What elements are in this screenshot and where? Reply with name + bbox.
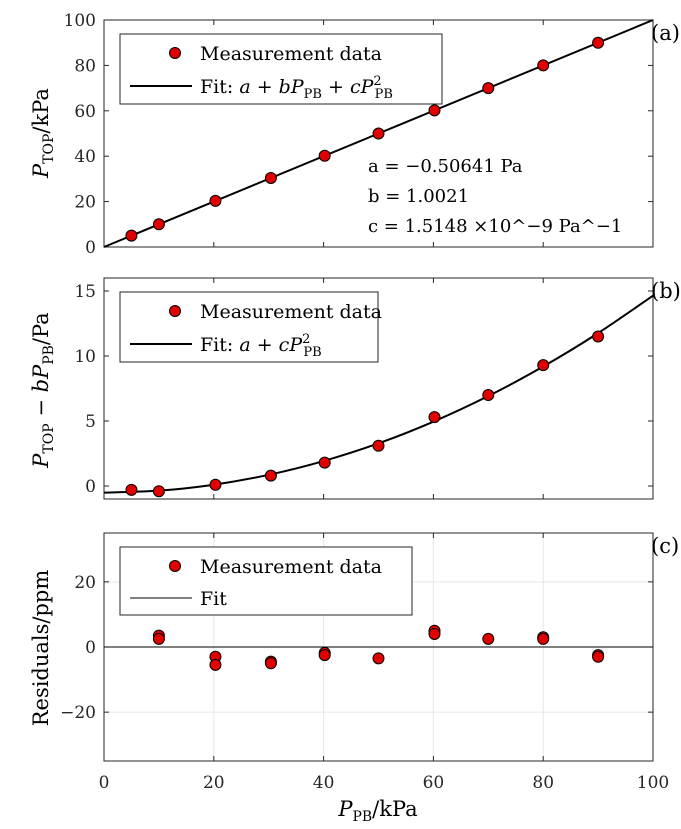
y-tick-label: 0 [85,477,96,497]
y-tick-label: 15 [74,282,96,302]
panel-label-a: (a) [651,21,680,45]
data-point [125,229,138,242]
legend-c: Measurement data Fit [119,546,413,616]
legend-b: Measurement data Fit: a + cP2 PB [119,291,382,363]
y-tick-label: 10 [74,347,96,367]
data-point [318,456,331,469]
data-point [482,82,495,95]
annotation-a: a = −0.50641 Pa [368,156,523,177]
data-point [125,483,138,496]
x-tick-label: 40 [313,773,335,793]
data-point [537,59,550,72]
data-point [209,194,222,207]
legend-entry-a-1: Measurement data [200,43,382,65]
data-point [152,218,165,231]
panel-c: 0 20 40 60 80 100 −20 0 20 [60,532,669,793]
y-tick-label: 80 [74,56,96,76]
x-tick-label: 0 [99,773,110,793]
panel-label-c: (c) [651,534,679,558]
panel-b: 0 5 10 15 [74,277,654,500]
x-tick-label: 20 [203,773,225,793]
data-point [428,627,441,640]
data-point [318,649,331,662]
data-point [428,411,441,424]
legend-marker-a [169,47,181,59]
data-point [482,389,495,401]
data-point [372,127,385,140]
data-point [482,632,495,645]
y-tick-label: 60 [74,102,96,122]
x-axis-label: PPB/kPa [337,797,417,825]
data-point [537,359,550,372]
plot-frame [103,19,654,248]
plot-frame [103,277,654,500]
legend-a: Measurement data Fit: a + bPPB + cP2 PB [119,33,443,105]
y-tick-label: 40 [74,147,96,167]
legend-entry-b-1: Measurement data [200,301,382,323]
legend-entry-b-2: Fit: a + cP2 PB [200,332,322,360]
y-tick-label: 20 [74,573,96,593]
y-axis-label-b: PTOP − bPPB/Pa [29,312,57,468]
data-point [318,149,331,162]
data-point [592,330,605,343]
legend-entry-a-2: Fit: a + bPPB + cP2 PB [200,74,393,102]
y-tick-label: −20 [60,703,96,723]
annotation-c: c = 1.5148 ×10^−9 Pa^−1 [368,216,622,237]
y-tick-label: 20 [74,193,96,213]
data-point [372,439,385,452]
legend-entry-c-1: Measurement data [200,556,382,578]
data-point [372,652,385,665]
x-tick-label: 100 [637,773,669,793]
data-point [209,478,222,491]
panel-label-b: (b) [651,279,681,303]
data-point [209,658,222,671]
y-axis-label-c: Residuals/ppm [29,570,53,727]
data-point [264,469,277,482]
data-point [592,650,605,663]
data-point [264,657,277,670]
legend-entry-c-2: Fit [200,588,227,610]
data-point [264,171,277,184]
panel-a: 0 20 40 60 80 100 [64,11,654,258]
legend-marker-b [169,305,181,317]
y-tick-label: 0 [85,638,96,658]
y-tick-label: 0 [85,238,96,258]
y-tick-label: 5 [85,412,96,432]
legend-marker-c [169,560,181,572]
y-axis-label-a: PTOP/kPa [29,88,57,179]
data-point [152,485,165,498]
y-tick-label: 100 [64,11,96,31]
annotation-b: b = 1.0021 [368,186,469,207]
x-tick-label: 80 [532,773,554,793]
data-point [537,632,550,645]
data-point [428,104,441,117]
x-tick-label: 60 [423,773,445,793]
data-point [152,632,165,645]
data-point [592,36,605,49]
